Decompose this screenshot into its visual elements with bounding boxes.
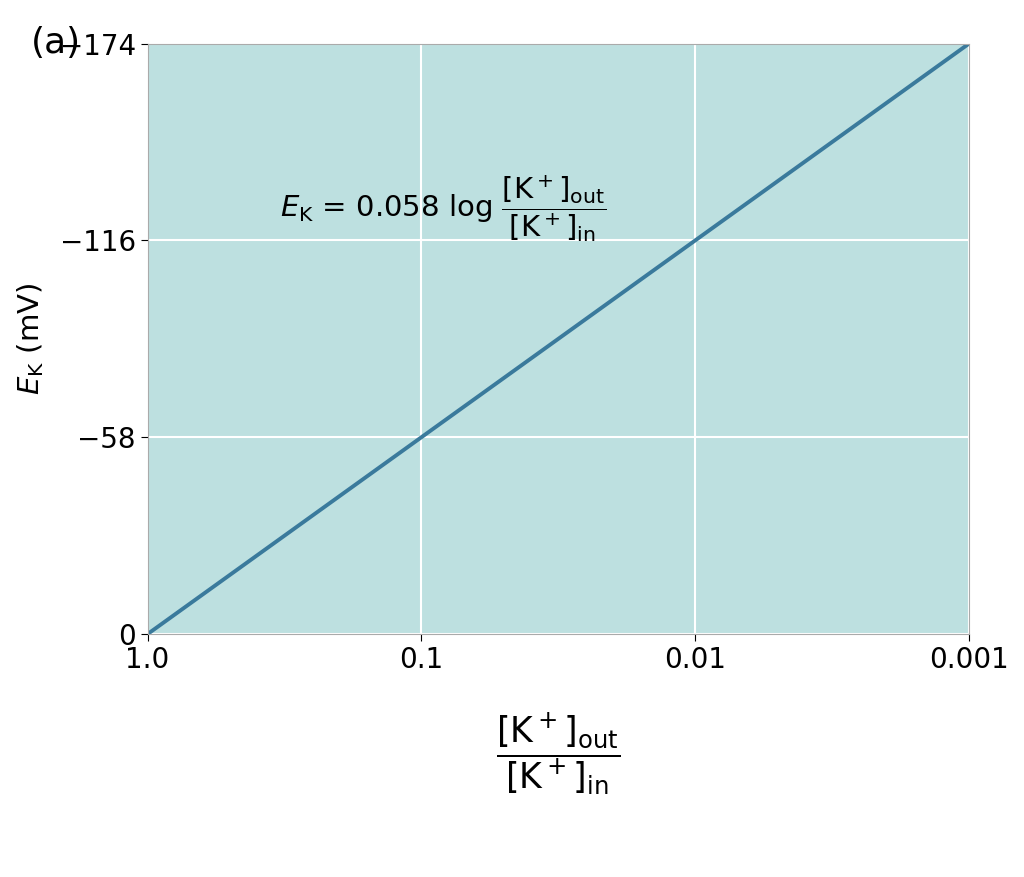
Text: $E_\mathrm{K}$ = 0.058 log $\dfrac{[\mathrm{K}^+]_\mathrm{out}}{[\mathrm{K}^+]_\: $E_\mathrm{K}$ = 0.058 log $\dfrac{[\mat…	[281, 174, 606, 244]
Text: (a): (a)	[31, 26, 81, 61]
Text: $\dfrac{[\mathrm{K}^+]_\mathrm{out}}{[\mathrm{K}^+]_\mathrm{in}}$: $\dfrac{[\mathrm{K}^+]_\mathrm{out}}{[\m…	[497, 710, 621, 798]
Y-axis label: $E_\mathrm{K}$ (mV): $E_\mathrm{K}$ (mV)	[15, 282, 46, 395]
